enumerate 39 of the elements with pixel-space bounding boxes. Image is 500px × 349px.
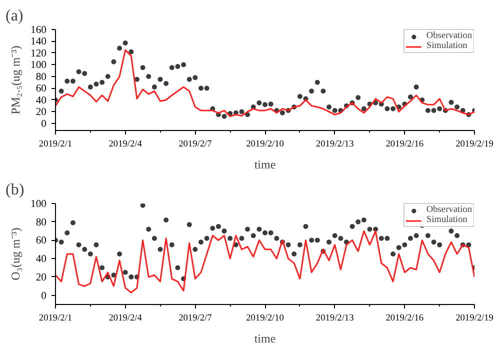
y-tick-label: 0 — [41, 118, 46, 130]
y-tick-label: 20 — [36, 107, 46, 118]
x-tick-label: 2019/2/4 — [108, 140, 142, 150]
x-axis-title: time — [254, 158, 276, 172]
y-tick-label: 80 — [36, 72, 46, 83]
legend-label: Simulation — [426, 41, 468, 51]
y-tick-label: 100 — [30, 199, 46, 210]
y-axis-title: PM₂.₅(ug m⁻³) — [8, 46, 23, 114]
y-tick-label: 60 — [36, 236, 46, 247]
y-tick-label: 40 — [36, 95, 46, 106]
x-tick-label: 2019/2/7 — [178, 314, 212, 324]
chart-title: (b) — [6, 182, 24, 198]
legend-label: Observation — [426, 31, 472, 41]
x-tick-label: 2019/2/7 — [178, 140, 212, 150]
y-tick-label: 140 — [30, 36, 46, 48]
y-tick-label: 160 — [30, 25, 46, 36]
x-axis-title: time — [254, 332, 276, 346]
x-tick-label: 2019/2/13 — [316, 314, 354, 324]
y-tick-label: 40 — [36, 254, 46, 266]
x-tick-label: 2019/2/13 — [316, 140, 354, 150]
x-tick-label: 2019/2/16 — [386, 314, 424, 324]
y-tick-label: 80 — [36, 217, 46, 228]
x-tick-label: 2019/2/10 — [246, 140, 284, 150]
x-tick-label: 2019/2/1 — [38, 140, 72, 150]
y-tick-label: 100 — [30, 60, 46, 72]
y-tick-label: 20 — [36, 272, 46, 284]
chart-title: (a) — [6, 8, 24, 24]
y-tick-label: 0 — [41, 290, 46, 302]
x-tick-label: 2019/2/1 — [38, 314, 72, 324]
y-tick-label: 120 — [30, 48, 46, 60]
legend-label: Simulation — [426, 215, 468, 225]
x-tick-label: 2019/2/16 — [386, 140, 424, 150]
x-tick-label: 2019/2/10 — [246, 314, 284, 324]
y-tick-label: 60 — [36, 84, 46, 95]
x-tick-label: 2019/2/19 — [456, 314, 494, 324]
x-tick-label: 2019/2/4 — [108, 314, 142, 324]
x-tick-label: 2019/2/19 — [456, 140, 494, 150]
y-axis-title: O₃(ug m⁻³) — [8, 228, 23, 280]
legend-label: Observation — [426, 205, 472, 215]
